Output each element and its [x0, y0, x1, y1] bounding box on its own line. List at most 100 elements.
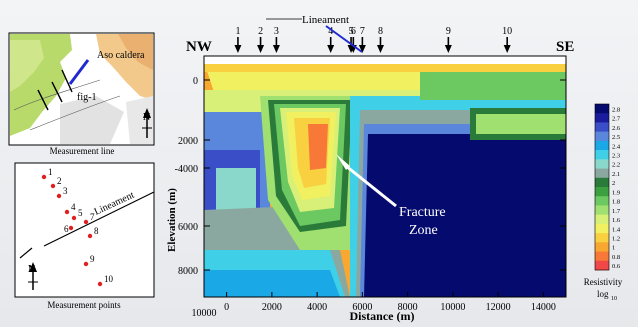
nw-label: NW: [186, 39, 212, 55]
cross-line: [51, 81, 63, 103]
colorbar-swatch: [595, 251, 609, 262]
colorbar-level-label: 2.5: [612, 134, 620, 141]
measurement-point: [87, 233, 93, 239]
station-label: 2: [258, 26, 263, 37]
band: [204, 56, 566, 66]
station-label: 8: [378, 26, 383, 37]
colorbar-frame: [594, 103, 610, 271]
annotation-arrow: [345, 164, 397, 208]
measurement-point-label: 5: [78, 208, 83, 218]
se-label: SE: [556, 39, 574, 55]
north-arrow-icon: [142, 108, 152, 138]
measurement-line: [68, 59, 90, 85]
station-label: 4: [328, 26, 333, 37]
section-frame: [203, 55, 567, 298]
contour-line: [13, 79, 101, 111]
measurement-point: [83, 219, 89, 225]
colorbar-swatch: [595, 168, 609, 179]
x-tick-label: 4000: [307, 302, 327, 313]
colorbar-level-label: 1: [612, 245, 615, 252]
y-tick-label: 10000: [192, 308, 217, 319]
measurement-point: [97, 281, 103, 287]
y-tick-label: -4000: [175, 164, 198, 175]
colorbar-swatch: [595, 113, 609, 123]
band: [204, 270, 340, 297]
band: [364, 134, 566, 297]
colorbar-swatch: [595, 104, 609, 114]
colorbar-swatch: [595, 233, 609, 243]
inset-points-frame: [14, 162, 155, 298]
lineament-line-short: [19, 247, 33, 259]
colorbar-swatch: [595, 140, 609, 151]
station-arrowhead-icon: [376, 45, 384, 53]
annotation-line2: Zone: [409, 223, 438, 238]
colorbar-level-label: 1.7: [612, 208, 621, 215]
station-arrowhead-icon: [327, 45, 335, 53]
measurement-point-label: 3: [63, 186, 68, 196]
colorbar-swatch: [595, 122, 609, 132]
terrain-caldera-dark: [118, 34, 153, 70]
contour-line: [29, 95, 121, 131]
lineament-label: Lineament: [302, 14, 349, 26]
y-tick-label: 8000: [178, 266, 198, 277]
x-tick-label: 12000: [486, 302, 511, 313]
colorbar-swatch: [595, 205, 609, 215]
colorbar-level-label: 1.6: [612, 217, 621, 224]
measurement-point-label: 1: [48, 167, 53, 177]
station-arrowhead-icon: [257, 45, 265, 53]
station-arrowhead-icon: [358, 45, 366, 53]
colorbar-level-label: 2.8: [612, 106, 620, 113]
station-arrowhead-icon: [234, 45, 242, 53]
measurement-point-label: 8: [94, 226, 99, 236]
section-fill: [204, 56, 566, 297]
colorbar-swatch: [595, 196, 609, 206]
measurement-point: [83, 261, 89, 267]
measurement-point: [71, 215, 77, 221]
colorbar-swatch: [595, 260, 609, 271]
colorbar-level-label: 2.3: [612, 152, 620, 159]
measurement-point: [64, 209, 70, 215]
colorbar-swatch: [595, 223, 609, 234]
inset-map-caption: Measurement line: [50, 146, 115, 156]
measurement-point-label: 10: [104, 274, 114, 284]
x-tick-label: 8000: [398, 302, 418, 313]
colorbar-swatch: [595, 131, 609, 142]
caldera-label: Aso caldera: [97, 50, 145, 61]
cross-line: [37, 89, 49, 111]
cross-line: [61, 69, 73, 93]
annotation-line1: Fracture: [399, 205, 446, 220]
colorbar-level-label: 2: [612, 180, 615, 187]
x-tick-label: 14000: [531, 302, 556, 313]
colorbar-level-label: 1.9: [612, 189, 620, 196]
colorbar-swatch: [595, 159, 609, 169]
station-label: 9: [446, 26, 451, 37]
station-arrowhead-icon: [444, 45, 452, 53]
station-label: 1: [235, 26, 240, 37]
colorbar-unit-sub: 10: [611, 296, 617, 302]
colorbar-level-label: 2.4: [612, 143, 621, 150]
colorbar-level-label: 1.8: [612, 199, 620, 206]
colorbar-swatch: [595, 242, 609, 252]
x-tick-label: 6000: [352, 302, 372, 313]
inset-map: Aso caldera fig-1 N Measurement line: [8, 32, 155, 156]
inset-points-caption: Measurement points: [47, 300, 121, 310]
measurement-point-label: 6: [64, 224, 69, 234]
station-arrowhead-icon: [503, 45, 511, 53]
colorbar-level-label: 2.2: [612, 162, 620, 169]
station-label: 5: [349, 26, 354, 37]
measurement-point-label: 2: [57, 176, 62, 186]
y-tick-label: 0: [193, 76, 198, 87]
y-tick-label: 6000: [178, 222, 198, 233]
station-label: 6: [351, 26, 356, 37]
y-axis-label: Elevation (m): [166, 188, 178, 252]
colorbar-level-label: 0.6: [612, 263, 621, 270]
colorbar-level-label: 2.6: [612, 125, 621, 132]
x-tick-label: 0: [224, 302, 229, 313]
measurement-point-label: 4: [71, 202, 76, 212]
band: [204, 64, 566, 72]
north-label: N: [28, 264, 36, 275]
station-label: 10: [502, 26, 512, 37]
colorbar-swatch: [595, 177, 609, 188]
